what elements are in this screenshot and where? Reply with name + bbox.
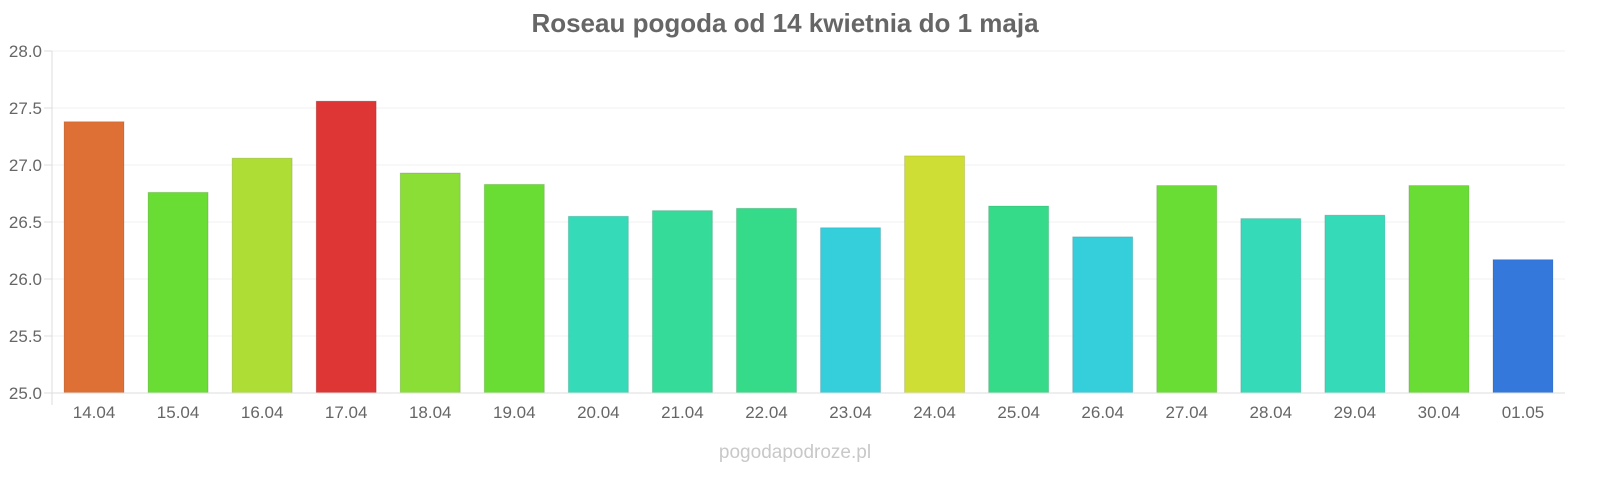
x-tick-label: 23.04 (829, 403, 872, 422)
x-tick-label: 20.04 (577, 403, 620, 422)
x-tick-label: 01.05 (1502, 403, 1545, 422)
x-tick-label: 26.04 (1081, 403, 1124, 422)
bar-17.04 (315, 100, 377, 394)
y-tick-label: 26.5 (9, 213, 42, 232)
bar-29.04 (1324, 214, 1386, 394)
bar-16.04 (231, 157, 293, 394)
bar-23.04 (820, 227, 882, 394)
y-tick-label: 28.0 (9, 42, 42, 61)
bar-14.04 (63, 121, 125, 394)
y-tick-label: 27.5 (9, 99, 42, 118)
x-tick-label: 30.04 (1418, 403, 1461, 422)
x-tick-label: 28.04 (1250, 403, 1293, 422)
bar-18.04 (399, 172, 461, 394)
x-tick-label: 16.04 (241, 403, 284, 422)
bar-15.04 (147, 191, 209, 394)
x-tick-label: 22.04 (745, 403, 788, 422)
bar-20.04 (567, 215, 629, 394)
bar-19.04 (483, 183, 545, 394)
y-tick-label: 25.0 (9, 384, 42, 403)
y-tick-label: 27.0 (9, 156, 42, 175)
x-tick-label: 24.04 (913, 403, 956, 422)
x-tick-label: 15.04 (157, 403, 200, 422)
y-tick-label: 26.0 (9, 270, 42, 289)
x-tick-label: 14.04 (73, 403, 116, 422)
x-tick-label: 21.04 (661, 403, 704, 422)
x-tick-label: 25.04 (997, 403, 1040, 422)
x-tick-label: 27.04 (1165, 403, 1208, 422)
chart-title: Roseau pogoda od 14 kwietnia do 1 maja (531, 8, 1039, 38)
bar-27.04 (1156, 185, 1218, 394)
x-tick-label: 18.04 (409, 403, 452, 422)
x-tick-label: 29.04 (1334, 403, 1377, 422)
bar-25.04 (988, 205, 1050, 394)
bar-26.04 (1072, 236, 1134, 394)
bar-21.04 (651, 210, 713, 394)
bar-24.04 (904, 155, 966, 394)
x-tick-label: 19.04 (493, 403, 536, 422)
bar-30.04 (1408, 185, 1470, 394)
bar-28.04 (1240, 218, 1302, 394)
watermark: pogodapodroze.pl (719, 442, 871, 463)
bar-22.04 (735, 207, 797, 394)
bar-01.05 (1492, 259, 1554, 394)
x-tick-label: 17.04 (325, 403, 368, 422)
y-tick-label: 25.5 (9, 327, 42, 346)
